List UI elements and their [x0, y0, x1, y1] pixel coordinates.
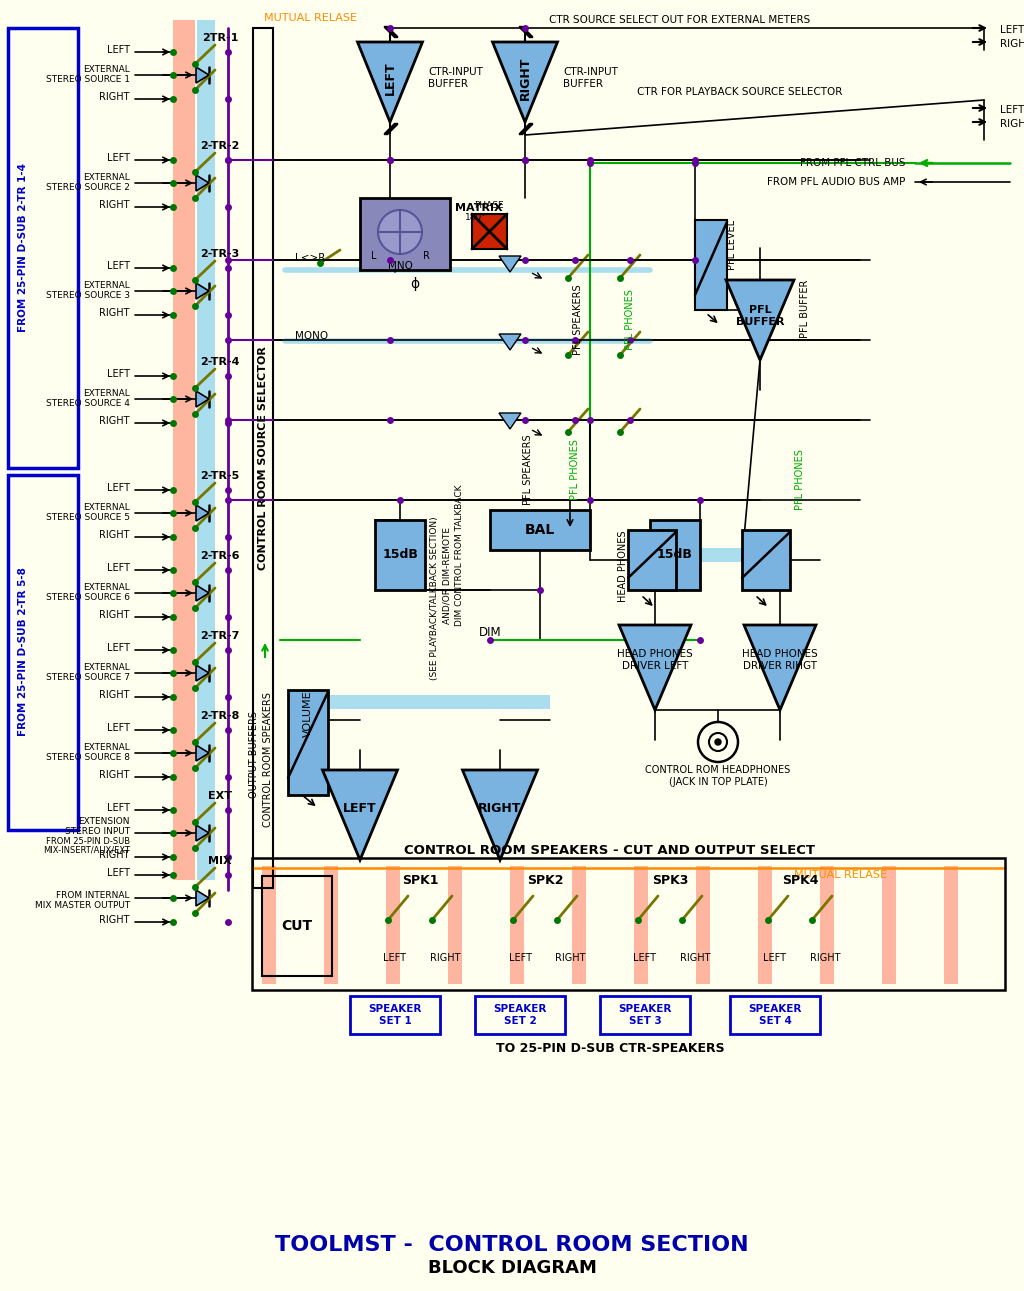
- Text: LEFT: LEFT: [106, 868, 130, 878]
- Text: BAL: BAL: [525, 523, 555, 537]
- Text: DIM CONTROL FROM TALKBACK: DIM CONTROL FROM TALKBACK: [456, 484, 465, 626]
- Text: STEREO SOURCE 1: STEREO SOURCE 1: [46, 75, 130, 84]
- Text: STEREO SOURCE 2: STEREO SOURCE 2: [46, 183, 130, 192]
- Text: STEREO SOURCE 8: STEREO SOURCE 8: [46, 754, 130, 763]
- Text: SPK3: SPK3: [652, 874, 688, 887]
- Text: LEFT: LEFT: [106, 803, 130, 813]
- Polygon shape: [744, 625, 816, 710]
- Polygon shape: [357, 43, 423, 123]
- Text: RIGHT: RIGHT: [430, 953, 460, 963]
- FancyBboxPatch shape: [288, 689, 328, 795]
- Polygon shape: [196, 283, 209, 300]
- Text: 15dB: 15dB: [382, 549, 418, 562]
- Text: MIX MASTER OUTPUT: MIX MASTER OUTPUT: [35, 901, 130, 910]
- Text: EXTERNAL: EXTERNAL: [83, 65, 130, 74]
- Text: LEFT: LEFT: [106, 483, 130, 493]
- Text: SPEAKER
SET 2: SPEAKER SET 2: [494, 1004, 547, 1026]
- FancyBboxPatch shape: [330, 695, 550, 709]
- Text: EXT: EXT: [208, 791, 232, 800]
- Text: MATRIX: MATRIX: [455, 203, 503, 213]
- Text: (JACK IN TOP PLATE): (JACK IN TOP PLATE): [669, 777, 767, 788]
- Text: PFL SPEAKERS: PFL SPEAKERS: [523, 435, 534, 505]
- Text: CTR SOURCE SELECT OUT FOR EXTERNAL METERS: CTR SOURCE SELECT OUT FOR EXTERNAL METER…: [549, 15, 811, 25]
- Text: RIGHT: RIGHT: [99, 309, 130, 318]
- Text: CTR FOR PLAYBACK SOURCE SELECTOR: CTR FOR PLAYBACK SOURCE SELECTOR: [637, 86, 843, 97]
- Text: RIGHT: RIGHT: [99, 200, 130, 210]
- Text: HEAD PHONES
DRIVER LEFT: HEAD PHONES DRIVER LEFT: [617, 649, 693, 671]
- Text: STEREO SOURCE 3: STEREO SOURCE 3: [46, 292, 130, 301]
- Text: VOLUME: VOLUME: [303, 689, 313, 737]
- Text: 15dB: 15dB: [657, 549, 693, 562]
- Text: PFL PHONES: PFL PHONES: [570, 439, 580, 501]
- Text: RIGHT: RIGHT: [99, 769, 130, 780]
- Text: 2-TR-6: 2-TR-6: [201, 551, 240, 562]
- FancyBboxPatch shape: [197, 19, 215, 880]
- Text: PFL PHONES: PFL PHONES: [795, 449, 805, 510]
- Text: RIGHT: RIGHT: [99, 689, 130, 700]
- Text: LEFT: LEFT: [106, 154, 130, 163]
- Text: LEFT: LEFT: [106, 369, 130, 380]
- Circle shape: [378, 210, 422, 254]
- Text: MUTUAL RELASE: MUTUAL RELASE: [263, 13, 356, 23]
- FancyBboxPatch shape: [820, 866, 834, 984]
- FancyBboxPatch shape: [628, 531, 676, 590]
- Text: SPEAKER
SET 3: SPEAKER SET 3: [618, 1004, 672, 1026]
- Text: L: L: [372, 250, 377, 261]
- Text: MUTUAL RELASE: MUTUAL RELASE: [794, 870, 887, 880]
- Polygon shape: [196, 391, 209, 407]
- Text: FROM INTERNAL: FROM INTERNAL: [56, 891, 130, 900]
- Text: EXTERNAL: EXTERNAL: [83, 173, 130, 182]
- Text: FROM PFL AUDIO BUS AMP: FROM PFL AUDIO BUS AMP: [767, 177, 905, 187]
- Text: 2TR-1: 2TR-1: [202, 34, 239, 43]
- Text: RIGHT: RIGHT: [810, 953, 841, 963]
- Text: EXTENSION: EXTENSION: [79, 816, 130, 825]
- Text: PFL
BUFFER: PFL BUFFER: [736, 305, 784, 327]
- Text: SPK1: SPK1: [401, 874, 438, 887]
- Polygon shape: [196, 505, 209, 522]
- Text: RIGHT: RIGHT: [1000, 39, 1024, 49]
- Text: HEAD PHONES
DRIVER RIHGT: HEAD PHONES DRIVER RIHGT: [742, 649, 818, 671]
- Text: LEFT: LEFT: [1000, 25, 1024, 35]
- Text: LEFT: LEFT: [106, 45, 130, 56]
- Text: LEFT: LEFT: [1000, 105, 1024, 115]
- Text: LEFT: LEFT: [106, 563, 130, 573]
- Text: CUT: CUT: [282, 919, 312, 933]
- Text: EXTERNAL: EXTERNAL: [83, 742, 130, 751]
- Polygon shape: [196, 67, 209, 83]
- FancyBboxPatch shape: [375, 520, 425, 590]
- Text: RIGHT: RIGHT: [1000, 119, 1024, 129]
- Text: FROM 25-PIN D-SUB: FROM 25-PIN D-SUB: [46, 837, 130, 846]
- Text: SPK2: SPK2: [526, 874, 563, 887]
- Text: OUTPUT BUFFERS: OUTPUT BUFFERS: [249, 711, 259, 799]
- Text: R: R: [423, 250, 429, 261]
- Text: CONTROL ROM HEADPHONES: CONTROL ROM HEADPHONES: [645, 766, 791, 775]
- Text: FROM 25-PIN D-SUB 2-TR 1-4: FROM 25-PIN D-SUB 2-TR 1-4: [18, 164, 28, 333]
- Text: CTR-INPUT
BUFFER: CTR-INPUT BUFFER: [428, 67, 483, 89]
- Text: TOOLMST -  CONTROL ROOM SECTION: TOOLMST - CONTROL ROOM SECTION: [275, 1235, 749, 1255]
- Text: MIX: MIX: [208, 856, 231, 866]
- Text: CONTROL ROOM SOURCE SELECTOR: CONTROL ROOM SOURCE SELECTOR: [258, 346, 268, 569]
- Text: CONTROL ROOM SPEAKERS: CONTROL ROOM SPEAKERS: [263, 692, 273, 828]
- Text: TO 25-PIN D-SUB CTR-SPEAKERS: TO 25-PIN D-SUB CTR-SPEAKERS: [496, 1042, 724, 1055]
- FancyBboxPatch shape: [650, 520, 700, 590]
- Polygon shape: [196, 176, 209, 191]
- FancyBboxPatch shape: [634, 866, 648, 984]
- Text: FROM 25-PIN D-SUB 2-TR 5-8: FROM 25-PIN D-SUB 2-TR 5-8: [18, 568, 28, 736]
- FancyBboxPatch shape: [882, 866, 896, 984]
- Text: PHASE: PHASE: [474, 201, 504, 210]
- Polygon shape: [499, 334, 521, 350]
- FancyBboxPatch shape: [490, 510, 590, 550]
- Text: RIGHT: RIGHT: [518, 57, 531, 99]
- Text: RIGHT: RIGHT: [99, 92, 130, 102]
- Polygon shape: [196, 665, 209, 680]
- Polygon shape: [196, 825, 209, 840]
- Polygon shape: [196, 745, 209, 760]
- FancyBboxPatch shape: [173, 19, 195, 880]
- Text: EXTERNAL: EXTERNAL: [83, 502, 130, 511]
- Text: PFL PHONES: PFL PHONES: [625, 289, 635, 350]
- Text: SPEAKER
SET 1: SPEAKER SET 1: [369, 1004, 422, 1026]
- Text: 180°: 180°: [465, 213, 486, 222]
- Text: STEREO SOURCE 5: STEREO SOURCE 5: [46, 514, 130, 523]
- Text: PFL SPEAKERS: PFL SPEAKERS: [573, 285, 583, 355]
